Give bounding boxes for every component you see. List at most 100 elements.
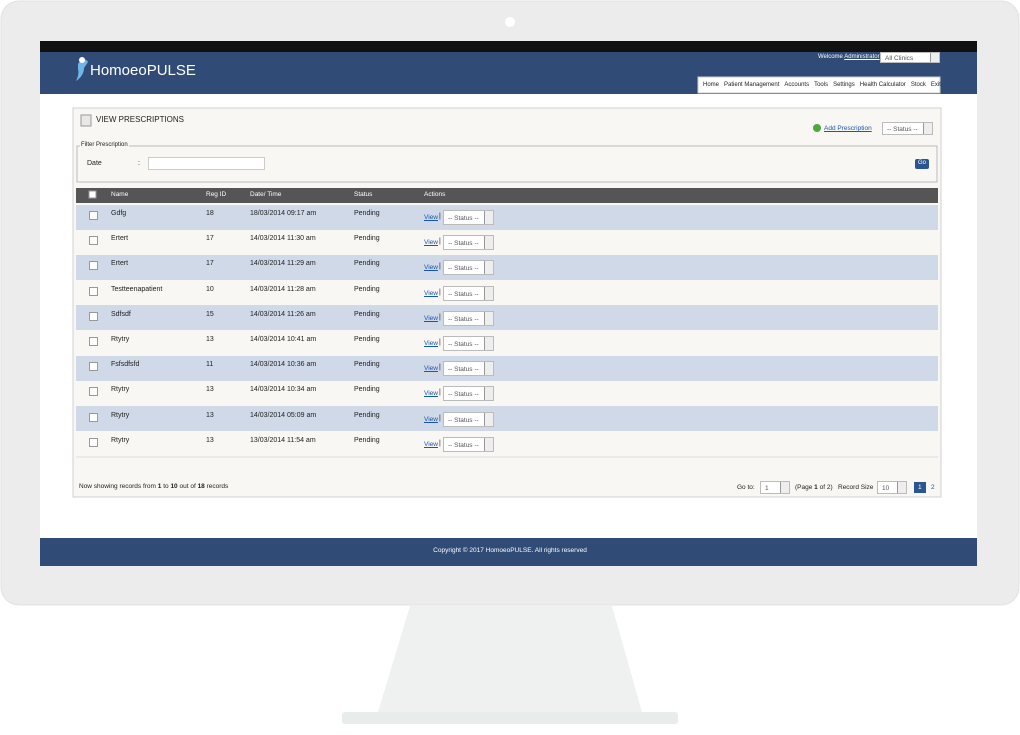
row-status-select[interactable]: -- Status -- bbox=[443, 310, 494, 326]
row-status-select[interactable]: -- Status -- bbox=[443, 285, 494, 301]
row-checkbox[interactable] bbox=[89, 311, 98, 321]
cell: 14/03/2014 11:29 am bbox=[250, 260, 316, 268]
cell: 10 bbox=[206, 285, 214, 293]
cell: Pending bbox=[354, 436, 380, 444]
page-info: (Page 1 of 2) bbox=[795, 484, 833, 491]
row-checkbox[interactable] bbox=[89, 437, 98, 447]
date-input[interactable] bbox=[148, 157, 265, 170]
view-link[interactable]: View bbox=[424, 365, 438, 373]
cell: Pending bbox=[354, 411, 380, 419]
status-filter[interactable]: -- Status -- bbox=[882, 122, 933, 135]
action-separator: | bbox=[439, 389, 441, 397]
cell: Pending bbox=[354, 361, 380, 369]
nav-item[interactable]: Patient Management bbox=[724, 82, 780, 88]
logo: HomoeoPULSE bbox=[90, 62, 196, 79]
row-status-select[interactable]: -- Status -- bbox=[443, 336, 494, 351]
page-select[interactable]: 1 bbox=[760, 481, 790, 494]
nav-item[interactable]: Health Calculator bbox=[859, 82, 906, 88]
page-link[interactable]: 1 bbox=[918, 484, 922, 491]
cell: 14/03/2014 11:26 am bbox=[250, 310, 316, 318]
view-link[interactable]: View bbox=[424, 264, 438, 272]
view-link[interactable]: View bbox=[424, 390, 438, 398]
cell: Pending bbox=[354, 336, 380, 343]
nav-item[interactable]: Stock bbox=[910, 82, 926, 88]
row-status-select[interactable]: -- Status -- bbox=[443, 235, 494, 251]
page-title: VIEW PRESCRIPTIONS bbox=[96, 115, 185, 124]
action-separator: | bbox=[439, 213, 441, 220]
record-size-label: Record Size bbox=[838, 484, 874, 491]
cell: 15 bbox=[206, 310, 214, 318]
action-separator: | bbox=[439, 339, 441, 346]
action-separator: | bbox=[439, 288, 441, 296]
cell: 13 bbox=[206, 336, 214, 343]
cell: 14/03/2014 11:28 am bbox=[250, 285, 316, 293]
filter-legend: Filter Prescription bbox=[80, 142, 129, 148]
column-header: Name bbox=[111, 191, 129, 198]
cell: Rtytry bbox=[111, 411, 130, 419]
cell: Ertert bbox=[111, 260, 129, 268]
row-status-select[interactable]: -- Status -- bbox=[443, 361, 494, 377]
welcome: Welcome Administrator | bbox=[818, 54, 883, 60]
cell: Ertert bbox=[111, 235, 129, 243]
view-link[interactable]: View bbox=[424, 289, 438, 297]
row-status-select[interactable]: -- Status -- bbox=[443, 210, 494, 225]
cell: 14/03/2014 10:34 am bbox=[250, 386, 317, 394]
user-link[interactable]: Administrator bbox=[844, 54, 880, 60]
column-header[interactable]: Status bbox=[354, 191, 373, 198]
cell: Pending bbox=[354, 285, 380, 293]
record-size-select[interactable]: 10 bbox=[877, 481, 907, 494]
summary-from: 1 bbox=[157, 483, 162, 490]
goto-label: Go to: bbox=[737, 484, 755, 491]
summary-text: Now showing records from bbox=[79, 483, 156, 490]
cell: 17 bbox=[206, 235, 214, 243]
view-link[interactable]: View bbox=[424, 239, 438, 247]
cell: 14/03/2014 10:41 am bbox=[250, 336, 317, 343]
view-link[interactable]: View bbox=[424, 415, 438, 423]
row-checkbox[interactable] bbox=[89, 211, 98, 220]
row-checkbox[interactable] bbox=[89, 286, 98, 296]
view-link[interactable]: View bbox=[424, 340, 438, 347]
nav-item[interactable]: Tools bbox=[814, 82, 829, 88]
row-checkbox[interactable] bbox=[89, 261, 98, 271]
page-current: 1 bbox=[814, 484, 818, 491]
row-checkbox[interactable] bbox=[89, 236, 98, 246]
row-checkbox[interactable] bbox=[89, 362, 98, 372]
page-text: (Page bbox=[795, 484, 813, 491]
action-separator: | bbox=[439, 313, 441, 321]
column-header: Actions bbox=[424, 191, 446, 198]
add-link[interactable]: Add Prescription bbox=[824, 125, 872, 132]
row-checkbox[interactable] bbox=[89, 412, 98, 422]
view-link[interactable]: View bbox=[424, 440, 438, 448]
nav: Home Patient Management Accounts Tools Setti… bbox=[703, 82, 941, 88]
cell: Gdfg bbox=[111, 210, 127, 217]
row-checkbox[interactable] bbox=[89, 387, 98, 397]
nav-item[interactable]: Accounts bbox=[784, 82, 810, 88]
cell: Rtytry bbox=[111, 336, 130, 343]
row-status-select[interactable]: -- Status -- bbox=[443, 386, 494, 402]
action-separator: | bbox=[439, 414, 441, 422]
cell: Pending bbox=[354, 210, 380, 217]
action-separator: | bbox=[439, 439, 441, 447]
view-link[interactable]: View bbox=[424, 214, 438, 221]
nav-item[interactable]: Home bbox=[703, 82, 720, 88]
nav-item[interactable]: Exit bbox=[930, 82, 941, 88]
nav-item[interactable]: Settings bbox=[833, 82, 855, 88]
summary-to: 10 bbox=[170, 483, 178, 490]
cell: Testteenapatient bbox=[111, 285, 163, 293]
go-button[interactable]: Go bbox=[918, 160, 927, 166]
cell: Pending bbox=[354, 386, 380, 394]
row-status-select[interactable]: -- Status -- bbox=[443, 411, 494, 427]
column-header[interactable]: Date/ Time bbox=[250, 191, 282, 198]
row-status-select[interactable]: -- Status -- bbox=[443, 436, 494, 452]
action-separator: | bbox=[439, 263, 441, 271]
cell: 13 bbox=[206, 436, 214, 444]
row-status-select[interactable]: -- Status -- bbox=[443, 260, 494, 276]
cell: 13/03/2014 11:54 am bbox=[250, 436, 316, 444]
row-checkbox[interactable] bbox=[89, 337, 98, 346]
cell: 17 bbox=[206, 260, 214, 268]
action-separator: | bbox=[439, 238, 441, 246]
page-link[interactable]: 2 bbox=[931, 484, 935, 491]
clinic-select[interactable]: All Clinics bbox=[880, 52, 940, 63]
view-link[interactable]: View bbox=[424, 314, 438, 322]
